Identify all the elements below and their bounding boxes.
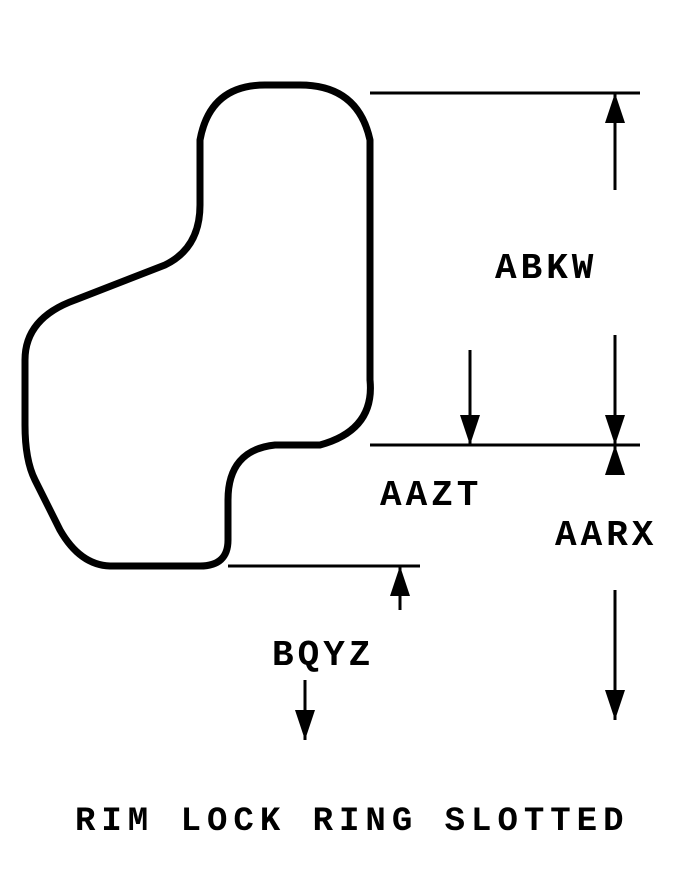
label-aazt: AAZT xyxy=(380,475,482,516)
label-bqyz: BQYZ xyxy=(272,635,374,676)
label-abkw: ABKW xyxy=(495,248,597,289)
figure-caption: RIM LOCK RING SLOTTED xyxy=(75,803,629,841)
canvas-bg xyxy=(0,0,690,884)
label-aarx: AARX xyxy=(555,515,657,556)
